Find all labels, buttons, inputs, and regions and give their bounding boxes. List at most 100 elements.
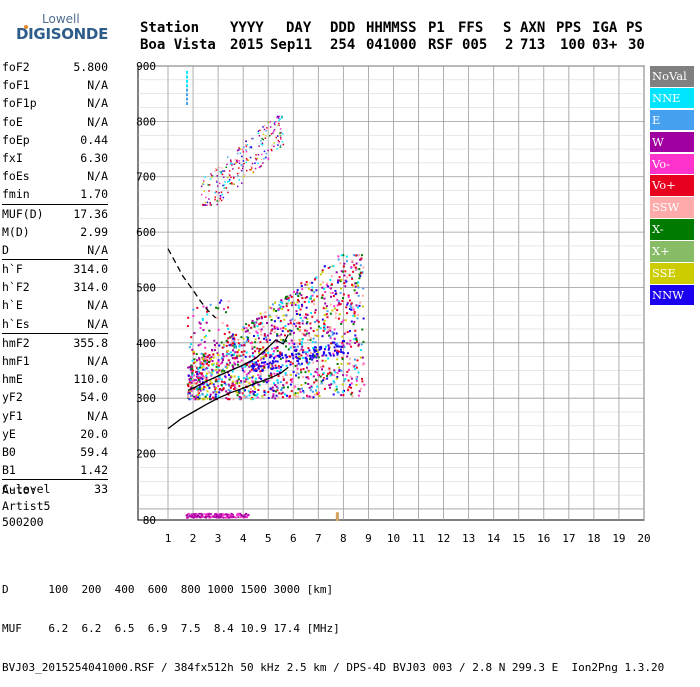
param-row: D N/A (2, 241, 108, 259)
echo-point (312, 375, 315, 378)
echo-point (334, 307, 336, 310)
echo-point (337, 300, 340, 303)
echo-point (238, 381, 241, 384)
echo-point (335, 515, 339, 518)
echo-point (281, 375, 284, 378)
echo-point (321, 368, 323, 371)
header-label-3: DDD (330, 20, 356, 36)
echo-point (313, 348, 315, 351)
echo-point (343, 282, 346, 285)
echo-point (278, 141, 280, 143)
echo-point (311, 286, 314, 289)
echo-point (336, 309, 339, 312)
echo-point (190, 336, 193, 339)
echo-point (278, 335, 281, 338)
echo-point (215, 391, 218, 394)
echo-point (275, 310, 278, 312)
echo-point (289, 373, 292, 376)
echo-point (279, 301, 282, 304)
echo-point (288, 329, 291, 332)
echo-point (294, 303, 297, 306)
echo-point (276, 328, 279, 330)
echo-point (247, 324, 250, 327)
echo-point (193, 358, 196, 361)
echo-point (356, 314, 359, 316)
header-value-5: RSF (428, 37, 454, 53)
y-tick-label: 900 (136, 60, 156, 73)
param-label: foEp (2, 132, 30, 147)
echo-point (279, 146, 282, 148)
param-value: 17.36 (73, 206, 108, 221)
echo-point (253, 364, 256, 367)
echo-point (304, 334, 307, 337)
echo-point (340, 394, 343, 397)
echo-point (192, 308, 195, 311)
x-tick-label: 20 (637, 532, 650, 545)
echo-point (356, 340, 358, 343)
echo-point (287, 309, 290, 312)
echo-point (296, 291, 299, 294)
echo-point (201, 392, 204, 395)
echo-point (306, 321, 309, 324)
echo-point (260, 365, 262, 368)
x-tick-label: 14 (487, 532, 501, 545)
echo-point (352, 323, 355, 326)
echo-point (249, 169, 251, 171)
echo-point (292, 339, 295, 342)
echo-point (290, 329, 293, 332)
echo-point (269, 332, 272, 335)
echo-point (328, 286, 331, 289)
echo-point (267, 128, 270, 130)
header-label-8: AXN (520, 20, 546, 36)
echo-point (237, 338, 240, 341)
echo-point (274, 327, 277, 330)
echo-point (310, 312, 313, 314)
echo-point (318, 394, 321, 397)
echo-point (215, 169, 218, 171)
echo-point (336, 298, 339, 301)
echo-point (209, 303, 212, 306)
echo-point (212, 364, 215, 367)
echo-point (264, 361, 267, 364)
echo-point (218, 376, 221, 379)
echo-point (226, 353, 229, 355)
param-label: h`F2 (2, 280, 30, 295)
echo-point (271, 144, 273, 147)
echo-point (273, 349, 276, 352)
echo-point (332, 265, 335, 268)
echo-point (186, 88, 189, 92)
echo-point (231, 164, 233, 166)
echo-point (334, 289, 337, 292)
echo-point (293, 322, 296, 325)
echo-point (251, 380, 254, 383)
echo-point (308, 349, 311, 352)
echo-point (231, 515, 234, 518)
echo-point (260, 315, 263, 318)
echo-point (353, 310, 356, 313)
echo-point (306, 354, 309, 357)
echo-point (338, 345, 341, 348)
echo-point (333, 374, 336, 377)
echo-point (224, 375, 227, 378)
echo-point (273, 128, 276, 131)
echo-point (225, 187, 228, 189)
echo-point (311, 358, 314, 361)
echo-point (316, 360, 319, 362)
echo-point (241, 392, 244, 395)
echo-point (244, 395, 247, 398)
echo-point (331, 341, 334, 344)
echo-point (362, 340, 365, 343)
echo-point (292, 370, 295, 373)
echo-point (263, 363, 266, 366)
echo-point (231, 344, 234, 347)
echo-point (257, 130, 260, 132)
echo-point (287, 299, 290, 302)
echo-point (204, 361, 207, 364)
echo-point (298, 340, 301, 342)
echo-point (232, 168, 234, 170)
echo-point (298, 325, 301, 328)
echo-point (343, 332, 346, 335)
echo-point (199, 372, 201, 375)
echo-point (342, 297, 344, 300)
echo-point (198, 376, 201, 379)
